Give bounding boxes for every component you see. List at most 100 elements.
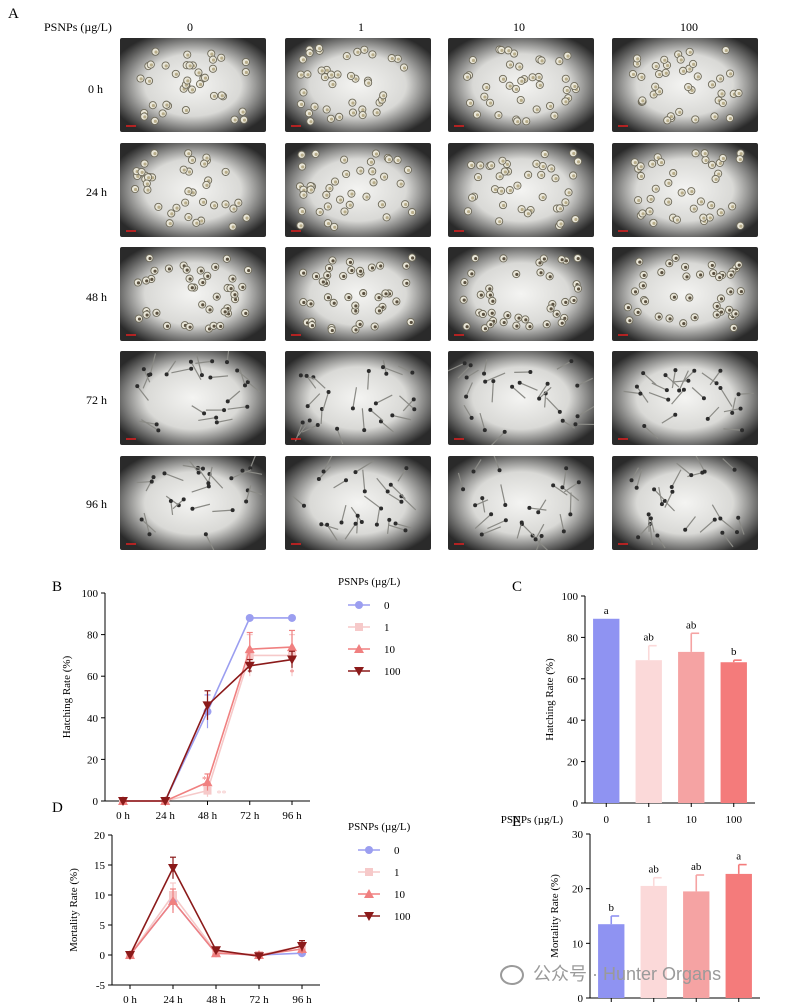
- embryo-core: [640, 75, 644, 79]
- embryo-core: [667, 200, 671, 204]
- embryo-core: [694, 152, 698, 156]
- embryo-core: [524, 318, 528, 322]
- embryo-core: [219, 324, 223, 328]
- larva-head: [732, 467, 737, 472]
- larva-head: [202, 411, 207, 416]
- embryo-core: [220, 94, 224, 98]
- larva-body: [322, 391, 330, 411]
- embryo-core: [514, 87, 519, 91]
- larva-head: [491, 379, 496, 384]
- larva-body: [216, 418, 233, 423]
- embryo-core: [553, 114, 557, 118]
- embryo-core: [558, 207, 563, 211]
- embryo-core: [345, 54, 349, 59]
- embryo-core: [471, 58, 476, 63]
- larva-body: [227, 390, 241, 402]
- embryo-core: [687, 85, 691, 90]
- larva-body: [719, 387, 733, 407]
- larva-body: [493, 456, 501, 471]
- larva-head: [248, 466, 253, 471]
- larva-body: [376, 477, 389, 492]
- larva-body: [340, 505, 347, 523]
- larva-body: [653, 488, 665, 501]
- larva-body: [249, 456, 256, 469]
- data-point-100: [118, 797, 128, 806]
- larva-head: [736, 515, 741, 520]
- embryo-core: [139, 77, 143, 81]
- larva-head: [315, 423, 320, 428]
- embryo-core: [500, 48, 504, 53]
- embryo-core: [628, 319, 632, 323]
- embryo-core: [626, 306, 631, 310]
- embryo-core: [469, 101, 473, 105]
- embryo-core: [384, 292, 388, 296]
- embryo-core: [200, 219, 204, 223]
- larva-body: [671, 370, 677, 389]
- embryo-core: [365, 195, 369, 199]
- embryo-core: [174, 72, 178, 76]
- embryo-core: [330, 328, 334, 333]
- embryo-core: [229, 287, 233, 291]
- larva-head: [686, 378, 691, 383]
- y-tick-label: 10: [94, 890, 106, 902]
- embryo-core: [197, 71, 201, 75]
- embryo-core: [719, 310, 724, 314]
- embryo-core: [234, 297, 238, 302]
- larva-body: [362, 469, 366, 492]
- embryo-core: [396, 57, 401, 61]
- embryo-core: [361, 113, 365, 118]
- embryo-core: [528, 324, 532, 329]
- larva-body: [664, 500, 675, 512]
- watermark-text: Hunter Organs: [603, 964, 722, 984]
- concentration-header-0: 0: [187, 20, 193, 34]
- embryo-core: [203, 76, 208, 80]
- embryo-core: [508, 84, 512, 88]
- embryo-core: [502, 203, 506, 208]
- larva-body: [649, 523, 653, 546]
- larva-body: [143, 368, 151, 383]
- larva-body: [538, 386, 552, 400]
- larva-body: [392, 414, 412, 421]
- embryo-core: [325, 108, 329, 112]
- larva-body: [671, 469, 682, 488]
- larva-body: [521, 523, 538, 540]
- larva-head: [560, 418, 565, 423]
- legend-label: 100: [394, 911, 411, 923]
- larva-head: [669, 485, 674, 490]
- larva-body: [164, 472, 184, 482]
- embryo-core: [375, 111, 379, 115]
- embryo-core: [150, 277, 154, 281]
- embryo-core: [502, 257, 506, 261]
- larva-head: [206, 481, 211, 486]
- embryo-core: [652, 93, 656, 97]
- embryo-core: [347, 295, 351, 300]
- panel-a-letter: A: [8, 6, 19, 22]
- larva-body: [297, 420, 311, 437]
- embryo-core: [739, 289, 744, 294]
- larva-body: [466, 369, 479, 379]
- larva-head: [638, 391, 643, 396]
- embryo-core: [350, 192, 354, 196]
- embryo-core: [470, 272, 474, 276]
- embryo-core: [332, 301, 336, 305]
- larva-body: [721, 532, 734, 548]
- larva-head: [190, 506, 195, 511]
- embryo-core: [314, 274, 319, 279]
- embryo-core: [577, 287, 581, 291]
- embryo-core: [231, 225, 235, 229]
- embryo-core: [463, 280, 467, 285]
- embryo-core: [574, 217, 578, 222]
- embryo-core: [371, 53, 375, 57]
- larva-head: [362, 489, 367, 494]
- bar-1: [640, 885, 667, 998]
- embryo-core: [244, 311, 248, 315]
- x-tick-label: 72 h: [240, 810, 260, 822]
- data-point-100: [202, 701, 213, 711]
- legend-marker: [365, 868, 373, 876]
- embryo-core: [658, 90, 662, 94]
- larva-body: [191, 485, 209, 493]
- embryo-core: [211, 67, 216, 71]
- larva-body: [481, 526, 501, 536]
- larva-head: [705, 416, 710, 421]
- larva-body: [145, 476, 155, 492]
